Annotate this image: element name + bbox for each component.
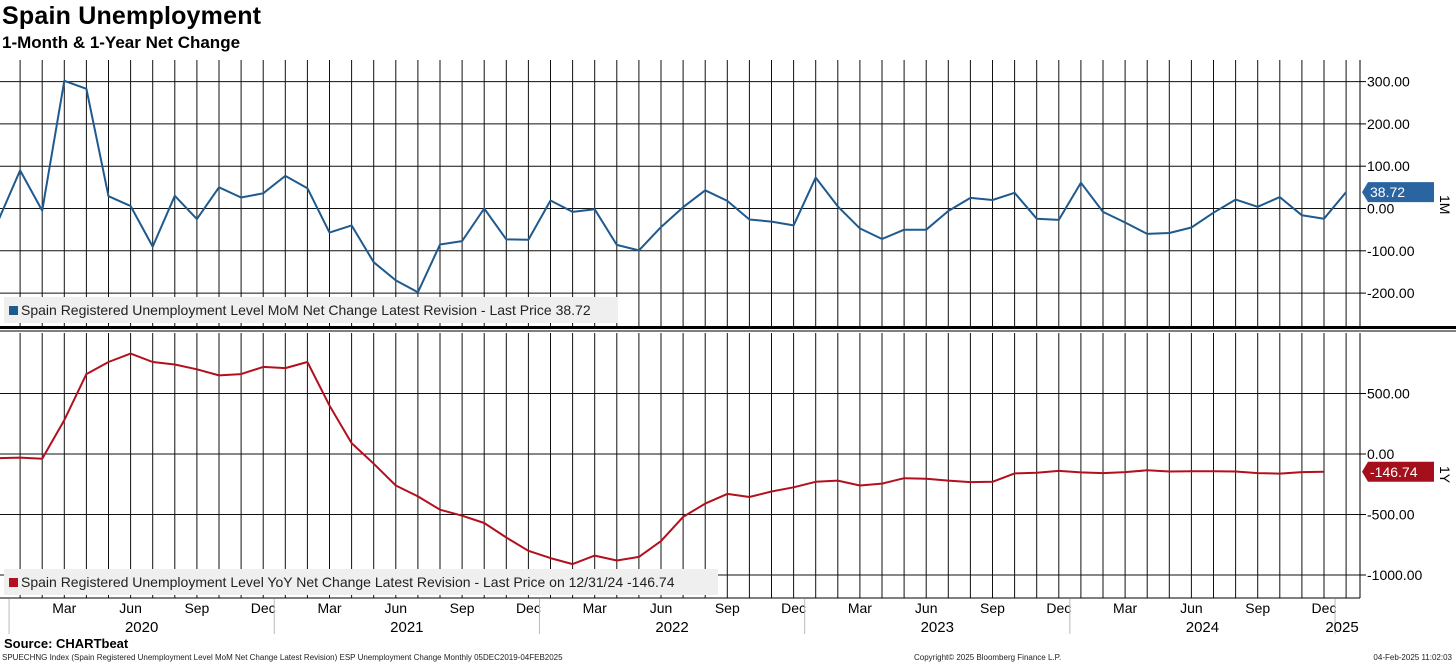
legend-swatch	[9, 578, 18, 587]
x-month-label: Jun	[915, 600, 938, 616]
x-month-label: Sep	[715, 600, 740, 616]
legend-text: Spain Registered Unemployment Level YoY …	[21, 574, 675, 590]
yoy-series-line	[0, 352, 1325, 566]
x-month-label: Mar	[848, 600, 872, 616]
x-month-label: Mar	[583, 600, 607, 616]
vertical-gridlines	[19, 60, 1347, 598]
x-month-label: Dec	[1312, 600, 1337, 616]
y-tick-label: 500.00	[1367, 386, 1410, 402]
x-month-label: Dec	[516, 600, 541, 616]
timestamp: 04-Feb-2025 11:02:03	[1373, 653, 1452, 662]
x-month-label: Mar	[317, 600, 341, 616]
y-tick-label: -500.00	[1367, 507, 1415, 523]
x-year-label: 2021	[390, 619, 423, 636]
x-year-label: 2020	[125, 619, 158, 636]
chart-title: Spain Unemployment	[2, 2, 262, 30]
x-month-label: Dec	[1046, 600, 1071, 616]
last-value-label: -146.74	[1370, 464, 1418, 480]
panel-frames	[0, 60, 1456, 598]
x-year-label: 2022	[655, 619, 688, 636]
legend-swatch	[9, 306, 18, 315]
y-tick-label: -1000.00	[1367, 567, 1422, 583]
series-description: SPUECHNG Index (Spain Registered Unemplo…	[2, 653, 563, 662]
y-tick-label: -100.00	[1367, 243, 1415, 259]
y-tick-label: 100.00	[1367, 158, 1410, 174]
y-tick-label: 200.00	[1367, 116, 1410, 132]
x-month-label: Dec	[781, 600, 806, 616]
x-month-label: Mar	[52, 600, 76, 616]
mom-series-line	[0, 79, 1347, 294]
last-value-badge	[1362, 461, 1434, 482]
x-month-label: Sep	[980, 600, 1005, 616]
y-tick-label: -200.00	[1367, 285, 1415, 301]
source-note: Source: CHARTbeat	[4, 636, 129, 651]
legend-box	[4, 297, 618, 323]
last-value-label: 38.72	[1370, 184, 1405, 200]
x-month-label: Sep	[184, 600, 209, 616]
x-year-label: 2025	[1325, 619, 1358, 636]
y-tick-label: 300.00	[1367, 74, 1410, 90]
series-lines	[0, 79, 1347, 566]
x-month-label: Mar	[1113, 600, 1137, 616]
horizontal-gridlines	[0, 81, 1360, 576]
y-tick-label: 0.00	[1367, 201, 1394, 217]
x-year-label: 2023	[921, 619, 954, 636]
x-month-label: Jun	[119, 600, 142, 616]
x-month-label: Sep	[1245, 600, 1270, 616]
y-tick-label: 0.00	[1367, 446, 1394, 462]
y-axes: 300.00 200.00 100.00 0.00 -100.00 -200.00 38.7…	[1360, 74, 1453, 583]
x-month-label: Jun	[385, 600, 408, 616]
x-month-label: Sep	[450, 600, 475, 616]
panel-separator	[0, 326, 1456, 329]
panel-label: 1M	[1437, 195, 1453, 214]
last-value-badge	[1362, 182, 1434, 203]
panel-label: 1Y	[1437, 466, 1453, 484]
chart-subtitle: 1-Month & 1-Year Net Change	[2, 33, 241, 52]
legend-text: Spain Registered Unemployment Level MoM …	[21, 302, 591, 318]
x-axis: Mar Jun Sep Dec Mar Jun Sep Dec Mar Jun Sep Dec Mar J…	[0, 597, 1360, 636]
legend-box	[4, 569, 718, 595]
x-month-label: Jun	[650, 600, 673, 616]
legends: Spain Registered Unemployment Level MoM …	[4, 297, 718, 595]
x-month-label: Dec	[251, 600, 276, 616]
copyright-note: Copyright© 2025 Bloomberg Finance L.P.	[914, 653, 1062, 662]
x-month-label: Jun	[1180, 600, 1203, 616]
x-year-label: 2024	[1186, 619, 1219, 636]
